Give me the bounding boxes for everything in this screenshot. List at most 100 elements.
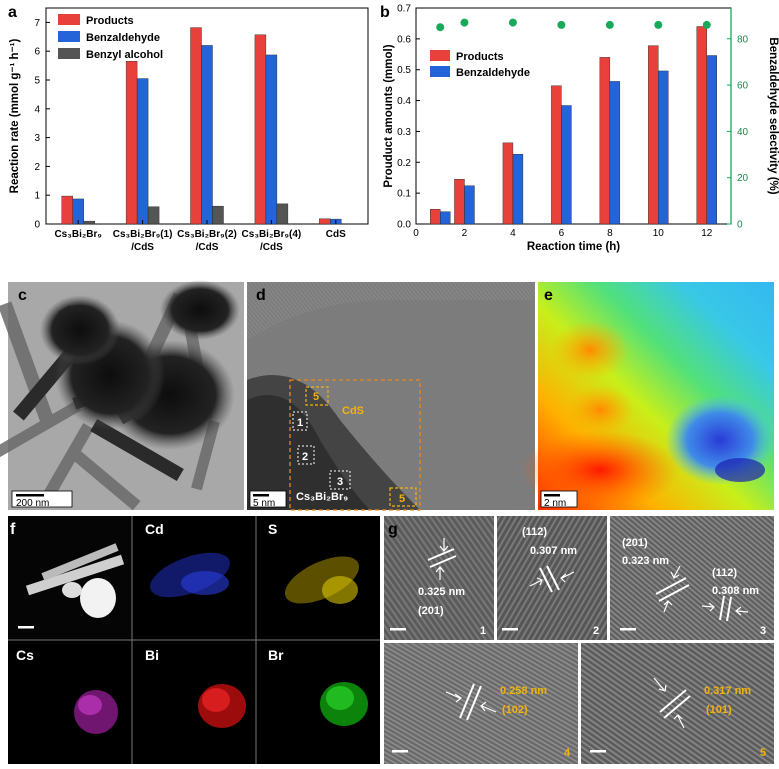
y2-tick-label: 0 <box>737 220 743 231</box>
g3-h1: (201) <box>622 537 648 549</box>
x-tick-label: Cs₃Bi₂Br₉(2) <box>177 229 237 240</box>
cd-tile: Cd <box>145 521 230 598</box>
x-tick-label: /CdS <box>260 242 283 253</box>
bi-label: Bi <box>145 647 159 663</box>
g4-hkl: (102) <box>502 704 528 716</box>
bar-benzaldehyde <box>265 54 278 225</box>
br-label: Br <box>268 647 284 663</box>
g3-h2: (112) <box>712 567 737 579</box>
y-tick-label: 3 <box>34 133 40 144</box>
selectivity-point <box>508 18 517 27</box>
y-tick-label: 7 <box>34 18 40 29</box>
g5-num: 5 <box>760 747 766 759</box>
y-tick-label: 4 <box>34 104 40 115</box>
panel-b-label: b <box>380 4 390 21</box>
br-tile: Br <box>268 647 368 726</box>
cds-label: CdS <box>342 405 364 417</box>
y-tick-label: 0.0 <box>397 220 411 231</box>
bar-products <box>599 57 611 225</box>
y-tick-label: 0.5 <box>397 65 411 76</box>
y-tick-label: 0.2 <box>397 158 411 169</box>
x-tick-label: /CdS <box>196 242 219 253</box>
bar-products <box>190 27 202 225</box>
y2-tick-label: 60 <box>737 81 749 92</box>
g2-num: 2 <box>593 625 599 637</box>
x-tick-label: /CdS <box>131 242 154 253</box>
g2-d: 0.307 nm <box>530 545 577 557</box>
bar-products <box>648 45 659 225</box>
legend-label: Benzyl alcohol <box>86 49 163 61</box>
x-axis-label: Reaction time (h) <box>527 241 620 253</box>
bar-products <box>430 208 441 225</box>
panel-c-label: c <box>18 287 27 304</box>
y-tick-label: 2 <box>34 162 40 173</box>
panel-b: b 0.0 0.1 0.2 0.3 0.4 0.5 0.6 0.7 0 20 40 60 80 0 2 4 6 8… <box>380 4 779 254</box>
g3-d1: 0.323 nm <box>622 555 669 567</box>
bar-benzaldehyde <box>658 70 669 225</box>
g4-d: 0.258 nm <box>500 685 547 697</box>
selectivity-point <box>436 23 445 32</box>
g5-hkl: (101) <box>706 704 732 716</box>
box-4-label: 5 <box>313 391 319 403</box>
legend-label: Benzaldehyde <box>456 67 530 79</box>
y-axis-label: Reaction rate (mmol g⁻¹ h⁻¹) <box>9 39 21 194</box>
selectivity-point <box>605 20 614 29</box>
inset-g5: 0.317 nm (101) 5 <box>581 643 774 764</box>
haadf-tile <box>8 516 132 638</box>
legend-swatch <box>430 50 450 61</box>
x-tick-label: Cs₃Bi₂Br₉ <box>54 229 101 240</box>
g3-num: 3 <box>760 625 766 637</box>
scale-bar-c: 200 nm <box>16 498 49 509</box>
selectivity-point <box>460 18 469 27</box>
x-tick-label: 6 <box>559 228 565 239</box>
y-tick-label: 1 <box>34 191 40 202</box>
panel-a: a 0 1 2 3 4 5 6 7 Reaction rate (mmol g⁻¹ h⁻¹) Cs… <box>8 4 369 253</box>
legend-swatch <box>58 14 80 25</box>
y2-tick-label: 80 <box>737 34 749 45</box>
cs-tile: Cs <box>16 647 118 734</box>
box-2-label: 2 <box>302 451 308 463</box>
bar-benzaldehyde <box>440 211 451 225</box>
selectivity-point <box>702 20 711 29</box>
y-tick-label: 0.7 <box>397 4 411 15</box>
g1-hkl: (201) <box>418 605 444 617</box>
bar-benzyl-alcohol <box>147 206 160 225</box>
y-tick-label: 0.6 <box>397 34 411 45</box>
x-tick-label: CdS <box>326 229 346 240</box>
box-1-label: 1 <box>297 417 303 429</box>
x-tick-label: 4 <box>510 228 516 239</box>
s-tile: S <box>268 521 360 604</box>
bar-benzaldehyde <box>512 154 524 225</box>
y-tick-label: 0 <box>34 220 40 231</box>
x-tick-label: Cs₃Bi₂Br₉(1) <box>113 229 173 240</box>
cd-label: Cd <box>145 521 164 537</box>
legend-swatch <box>58 48 80 59</box>
y-tick-label: 6 <box>34 47 40 58</box>
legend-swatch <box>58 31 80 42</box>
panel-f-label: f <box>10 521 16 538</box>
bar-benzaldehyde <box>561 105 572 225</box>
x-tick-label: Cs₃Bi₂Br₉(4) <box>242 229 302 240</box>
inset-g3: (201) 0.323 nm (112) 0.308 nm 3 <box>610 516 774 640</box>
panel-a-label: a <box>8 4 17 21</box>
bar-benzaldehyde <box>201 45 213 225</box>
x-tick-label: 10 <box>653 228 665 239</box>
y2-axis-label: Benzaldehyde selectivity (%) <box>767 37 779 194</box>
box-3-label: 3 <box>337 476 343 488</box>
bar-benzaldehyde <box>464 185 475 225</box>
scale-bar-e: 2 nm <box>544 498 566 509</box>
panel-d-label: d <box>256 287 266 304</box>
legend-label: Products <box>86 15 134 27</box>
bar-benzyl-alcohol <box>83 220 95 225</box>
bar-products <box>61 195 73 225</box>
bar-products <box>502 142 514 225</box>
bar-products <box>254 34 267 225</box>
g5-d: 0.317 nm <box>704 685 751 697</box>
x-tick-label: 2 <box>462 228 468 239</box>
y-tick-label: 0.1 <box>397 189 411 200</box>
bar-benzaldehyde <box>609 81 621 225</box>
inset-g2: (112) 0.307 nm 2 <box>497 516 607 640</box>
g2-hkl: (112) <box>522 526 547 538</box>
cbb-label: Cs₃Bi₂Br₉ <box>296 491 348 503</box>
